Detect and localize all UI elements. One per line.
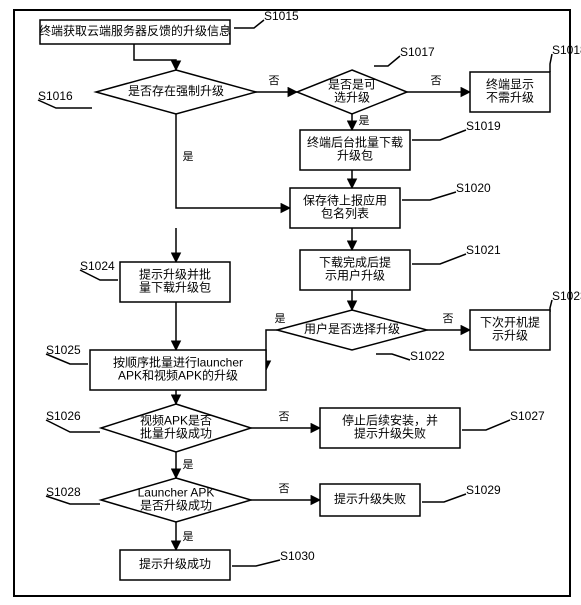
edge-label: 否 [431, 75, 442, 87]
leader-line [412, 130, 466, 140]
edge-label: 是 [183, 530, 194, 543]
svg-text:批量升级成功: 批量升级成功 [140, 426, 212, 441]
step-label: S1018 [552, 43, 581, 57]
node-S1026: 视频APK是否批量升级成功 [101, 404, 251, 452]
node-S1028: Launcher APK是否升级成功 [101, 478, 251, 522]
svg-text:用户是否选择升级: 用户是否选择升级 [304, 321, 400, 336]
svg-text:量下载升级包: 量下载升级包 [139, 281, 211, 295]
step-label: S1025 [46, 343, 81, 357]
flowchart: 否否是是否是否是否是 终端获取云端服务器反馈的升级信息是否存在强制升级是否是可选… [0, 0, 581, 605]
edge-label: 是 [275, 312, 286, 325]
step-label: S1029 [466, 483, 501, 497]
step-label: S1019 [466, 119, 501, 133]
svg-text:是否升级成功: 是否升级成功 [140, 499, 212, 513]
svg-text:包名列表: 包名列表 [321, 206, 369, 221]
svg-text:是否存在强制升级: 是否存在强制升级 [128, 84, 224, 98]
leader-line [412, 254, 466, 264]
svg-text:终端后台批量下载: 终端后台批量下载 [307, 135, 403, 150]
svg-text:升级包: 升级包 [337, 149, 373, 163]
node-S1021: 下载完成后提示用户升级 [300, 250, 410, 290]
svg-text:终端显示: 终端显示 [486, 77, 534, 92]
step-label: S1026 [46, 409, 81, 423]
node-S1027: 停止后续安装，并提示升级失败 [320, 408, 460, 448]
node-S1024: 提示升级并批量下载升级包 [120, 262, 230, 302]
svg-text:下次开机提: 下次开机提 [480, 315, 540, 330]
step-label: S1028 [46, 485, 81, 499]
node-S1025: 按顺序批量进行launcherAPK和视频APK的升级 [90, 350, 266, 390]
leader-line [422, 494, 466, 502]
node-S1020: 保存待上报应用包名列表 [290, 188, 400, 228]
edge-label: 否 [443, 313, 454, 325]
edge-label: 否 [269, 75, 280, 87]
edge-label: 是 [183, 150, 194, 163]
edge-label: 是 [359, 114, 370, 127]
node-S1018: 终端显示不需升级 [470, 72, 550, 112]
svg-text:不需升级: 不需升级 [486, 91, 534, 105]
leader-line [234, 20, 264, 28]
leader-line [376, 354, 410, 360]
node-S1030: 提示升级成功 [120, 550, 230, 580]
svg-text:下载完成后提: 下载完成后提 [319, 255, 391, 270]
step-label: S1015 [264, 9, 299, 23]
step-label: S1030 [280, 549, 315, 563]
edge-label: 否 [279, 411, 290, 423]
svg-text:按顺序批量进行launcher: 按顺序批量进行launcher [113, 355, 243, 370]
step-label: S1022 [410, 349, 445, 363]
node-S1017: 是否是可选升级 [297, 70, 407, 114]
svg-text:视频APK是否: 视频APK是否 [140, 413, 212, 428]
step-label: S1023 [552, 289, 581, 303]
svg-text:是否是可: 是否是可 [328, 78, 376, 92]
edge [134, 44, 176, 70]
svg-text:停止后续安装，并: 停止后续安装，并 [342, 413, 438, 428]
svg-text:终端获取云端服务器反馈的升级信息: 终端获取云端服务器反馈的升级信息 [39, 23, 231, 38]
svg-text:提示升级并批: 提示升级并批 [139, 267, 211, 282]
svg-text:示升级: 示升级 [492, 329, 528, 343]
step-label: S1020 [456, 181, 491, 195]
leader-line [374, 56, 400, 66]
edge-label: 是 [183, 458, 194, 471]
step-label: S1016 [38, 89, 73, 103]
edge-label: 否 [279, 483, 290, 495]
svg-text:Launcher APK: Launcher APK [138, 486, 215, 500]
step-label: S1027 [510, 409, 545, 423]
leader-line [462, 420, 510, 430]
node-S1029: 提示升级失败 [320, 484, 420, 516]
svg-text:保存待上报应用: 保存待上报应用 [303, 193, 387, 208]
svg-text:提示升级成功: 提示升级成功 [139, 556, 211, 571]
node-S1019: 终端后台批量下载升级包 [300, 130, 410, 170]
svg-text:提示升级失败: 提示升级失败 [354, 426, 426, 441]
svg-text:示用户升级: 示用户升级 [325, 268, 385, 283]
node-S1022: 用户是否选择升级 [277, 310, 427, 350]
leader-line [232, 560, 280, 566]
step-label: S1017 [400, 45, 435, 59]
step-label: S1024 [80, 259, 115, 273]
node-S1023: 下次开机提示升级 [470, 310, 550, 350]
svg-text:提示升级失败: 提示升级失败 [334, 491, 406, 506]
node-S1016: 是否存在强制升级 [96, 70, 256, 114]
svg-text:APK和视频APK的升级: APK和视频APK的升级 [118, 368, 238, 383]
leader-line [402, 192, 456, 200]
node-S1015: 终端获取云端服务器反馈的升级信息 [39, 20, 231, 44]
svg-text:选升级: 选升级 [334, 91, 370, 105]
step-label: S1021 [466, 243, 501, 257]
edge [266, 330, 277, 370]
